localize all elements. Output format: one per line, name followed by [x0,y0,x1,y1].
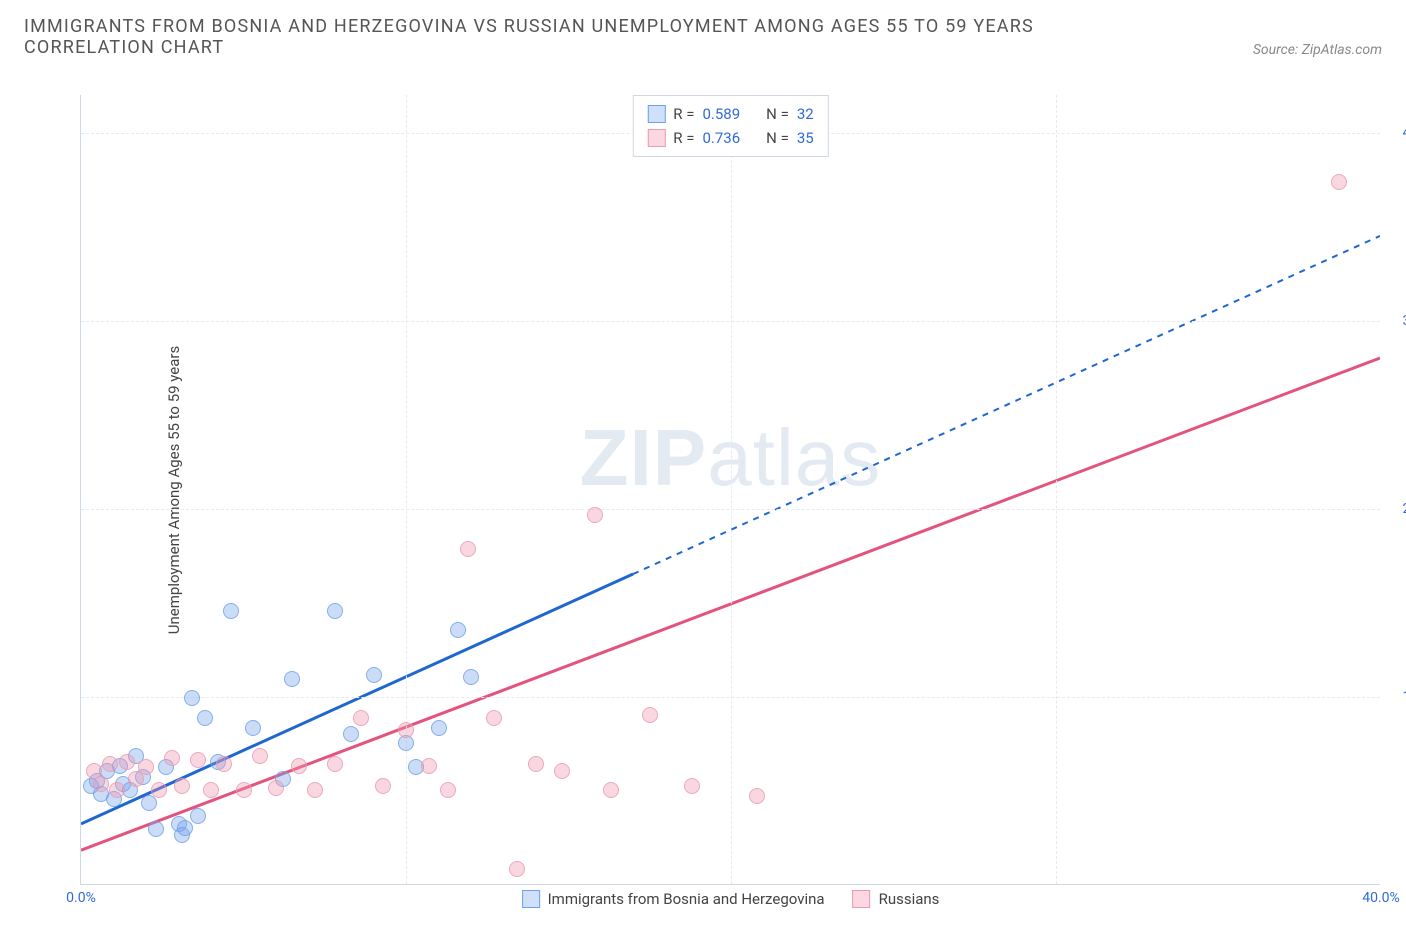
data-point-russians [1331,174,1347,190]
data-point-russians [119,754,135,770]
legend-swatch [522,890,540,908]
data-point-bosnia [197,710,213,726]
data-point-russians [109,782,125,798]
x-tick-label: 0.0% [66,890,96,906]
data-point-russians [203,782,219,798]
data-point-russians [138,759,154,775]
data-point-russians [327,756,343,772]
data-point-bosnia [141,795,157,811]
data-point-bosnia [190,808,206,824]
series-legend: Immigrants from Bosnia and Herzegovina Ru… [522,890,940,908]
data-point-russians [93,776,109,792]
data-point-bosnia [366,667,382,683]
data-point-russians [190,752,206,768]
y-tick-label: 40.0% [1402,125,1406,141]
source-attribution: Source: ZipAtlas.com [1253,42,1382,58]
data-point-russians [151,782,167,798]
data-point-russians [486,710,502,726]
data-point-russians [236,782,252,798]
data-point-bosnia [177,820,193,836]
data-point-bosnia [148,821,164,837]
data-point-russians [398,722,414,738]
legend-label: Immigrants from Bosnia and Herzegovina [548,890,825,908]
r-value: 0.589 [702,102,740,126]
data-point-russians [307,782,323,798]
x-tick-label: 40.0% [1362,890,1400,906]
data-point-bosnia [223,603,239,619]
data-point-bosnia [450,622,466,638]
data-point-russians [174,778,190,794]
data-point-bosnia [284,671,300,687]
data-point-russians [684,778,700,794]
data-point-russians [528,756,544,772]
data-point-russians [164,750,180,766]
r-value: 0.736 [702,126,740,150]
n-label: N = [766,102,789,126]
legend-label: Russians [879,890,940,908]
data-point-russians [642,707,658,723]
r-label: R = [673,102,694,126]
chart-container: Unemployment Among Ages 55 to 59 years Z… [70,95,1380,885]
data-point-russians [603,782,619,798]
legend-item: Immigrants from Bosnia and Herzegovina [522,890,825,908]
r-label: R = [673,126,694,150]
n-value: 32 [797,102,814,126]
data-point-russians [268,780,284,796]
data-point-bosnia [327,603,343,619]
y-tick-label: 30.0% [1402,313,1406,329]
data-point-russians [102,756,118,772]
plot-area: ZIPatlas R =0.589N =32R =0.736N =35 Immi… [80,95,1380,885]
legend-swatch [647,129,665,147]
data-point-russians [252,748,268,764]
legend-item: Russians [853,890,940,908]
data-point-bosnia [245,720,261,736]
gridline-vertical [1056,95,1057,884]
legend-swatch [647,105,665,123]
legend-swatch [853,890,871,908]
data-point-russians [216,756,232,772]
legend-row: R = 0.589 N = 32 [647,102,813,126]
trendline-dash-bosnia [633,236,1380,574]
data-point-russians [460,541,476,557]
data-point-russians [440,782,456,798]
data-point-bosnia [184,690,200,706]
data-point-russians [353,710,369,726]
data-point-russians [375,778,391,794]
data-point-bosnia [431,720,447,736]
n-label: N = [766,126,789,150]
correlation-legend: R = 0.589 N = 32 R = 0.736 N = 35 [632,95,828,157]
data-point-russians [291,758,307,774]
data-point-russians [749,788,765,804]
data-point-russians [554,763,570,779]
y-tick-label: 20.0% [1402,501,1406,517]
data-point-bosnia [463,669,479,685]
legend-row: R = 0.736 N = 35 [647,126,813,150]
data-point-russians [509,861,525,877]
gridline-vertical [731,95,732,884]
n-value: 35 [797,126,814,150]
data-point-russians [587,507,603,523]
y-tick-label: 10.0% [1402,689,1406,705]
data-point-russians [421,758,437,774]
data-point-bosnia [343,726,359,742]
chart-title: IMMIGRANTS FROM BOSNIA AND HERZEGOVINA V… [24,16,1124,58]
